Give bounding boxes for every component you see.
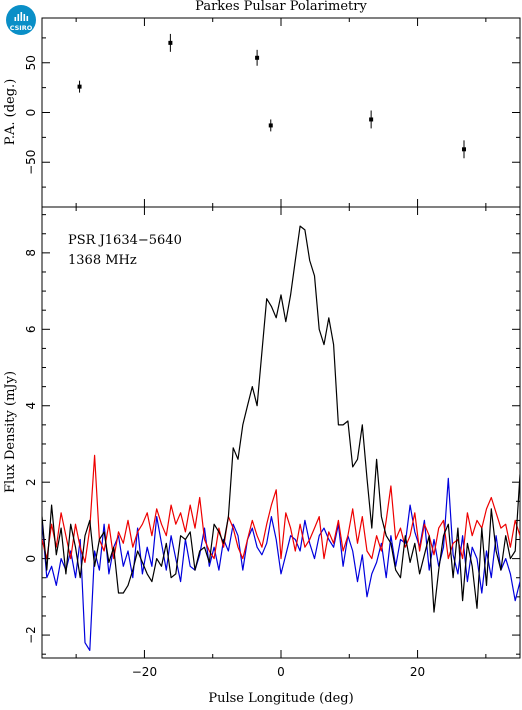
pa-point bbox=[268, 119, 273, 132]
top-panel-frame bbox=[41, 17, 521, 208]
labels: P.A. (deg.) Flux Density (mJy) Pulse Lon… bbox=[3, 79, 354, 706]
plot-area bbox=[42, 33, 520, 652]
csiro-logo-bar bbox=[26, 16, 29, 21]
bottom-panel-frame bbox=[41, 206, 521, 659]
csiro-logo: CSIRO bbox=[6, 5, 36, 35]
bottom-y-axis-label: Flux Density (mJy) bbox=[3, 371, 18, 493]
pa-marker bbox=[369, 117, 374, 122]
csiro-logo-bar bbox=[14, 17, 17, 21]
x-tick-label: 20 bbox=[410, 665, 425, 679]
chart-title: Parkes Pulsar Polarimetry bbox=[195, 0, 367, 14]
top-y-axis-label: P.A. (deg.) bbox=[3, 79, 18, 146]
total-intensity-line bbox=[42, 225, 520, 613]
annotation-frequency: 1368 MHz bbox=[68, 253, 137, 268]
csiro-logo-bar bbox=[23, 14, 26, 21]
bottom-y-tick-label: 0 bbox=[24, 555, 38, 563]
bottom-y-tick-label: 2 bbox=[24, 478, 38, 486]
pa-marker bbox=[168, 40, 173, 45]
circular-polarization-line bbox=[42, 477, 520, 652]
bottom-y-tick-label: 6 bbox=[24, 325, 38, 333]
bottom-y-tick-label: −2 bbox=[24, 626, 38, 644]
pa-point bbox=[168, 33, 173, 52]
annotation-pulsar-name: PSR J1634−5640 bbox=[68, 233, 182, 248]
bottom-y-tick-label: 8 bbox=[24, 249, 38, 257]
pa-point bbox=[462, 140, 467, 159]
pa-marker bbox=[77, 84, 82, 89]
pa-marker bbox=[268, 123, 273, 128]
csiro-logo-bar bbox=[20, 12, 23, 21]
x-tick-label: −20 bbox=[132, 665, 157, 679]
csiro-logo-text: CSIRO bbox=[10, 24, 33, 32]
top-y-tick-label: 0 bbox=[24, 109, 38, 117]
pa-point bbox=[255, 49, 260, 66]
top-y-tick-label: −50 bbox=[24, 150, 38, 175]
bottom-y-tick-label: 4 bbox=[24, 402, 38, 410]
pa-marker bbox=[462, 147, 467, 152]
pa-point bbox=[77, 80, 82, 93]
x-tick-label: 0 bbox=[277, 665, 285, 679]
pa-point bbox=[369, 110, 374, 129]
top-y-tick-label: 50 bbox=[24, 55, 38, 70]
csiro-logo-bar bbox=[17, 14, 20, 21]
x-axis-label: Pulse Longitude (deg) bbox=[208, 691, 353, 706]
pa-marker bbox=[255, 55, 260, 60]
